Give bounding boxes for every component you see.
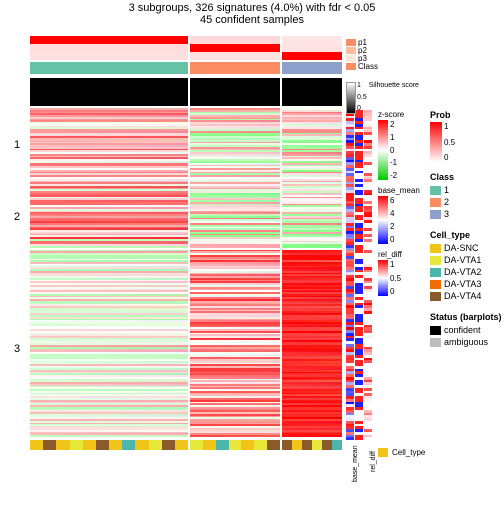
celltype-annotation [30,440,342,450]
sil-gradient [346,82,356,114]
main-heatmap-area [30,36,342,450]
page-title: 3 subgroups, 326 signatures (4.0%) with … [0,2,504,14]
celltype-swatch [378,448,388,457]
prob-annotation [30,36,342,60]
silhouette-bars [30,76,342,106]
heatmap [30,108,342,438]
page-subtitle: 45 confident samples [0,14,504,26]
class-annotation [30,62,342,74]
right-legends-col: Prob10.50Class123Cell_typeDA-SNCDA-VTA1D… [430,110,502,358]
sil-ticks: 1 0.5 0 [357,82,367,112]
side-tracks [346,110,374,440]
track-label-basemean: base_mean [352,445,359,482]
track-legends-col: z-score210-1-2base_mean6420rel_diff10.50 [378,110,420,302]
bottom-celltype-label: Cell_type [378,448,425,457]
top-mini-legends: p1p2p3Class [346,38,382,70]
track-label-reldiff: rel_diff [370,451,377,472]
